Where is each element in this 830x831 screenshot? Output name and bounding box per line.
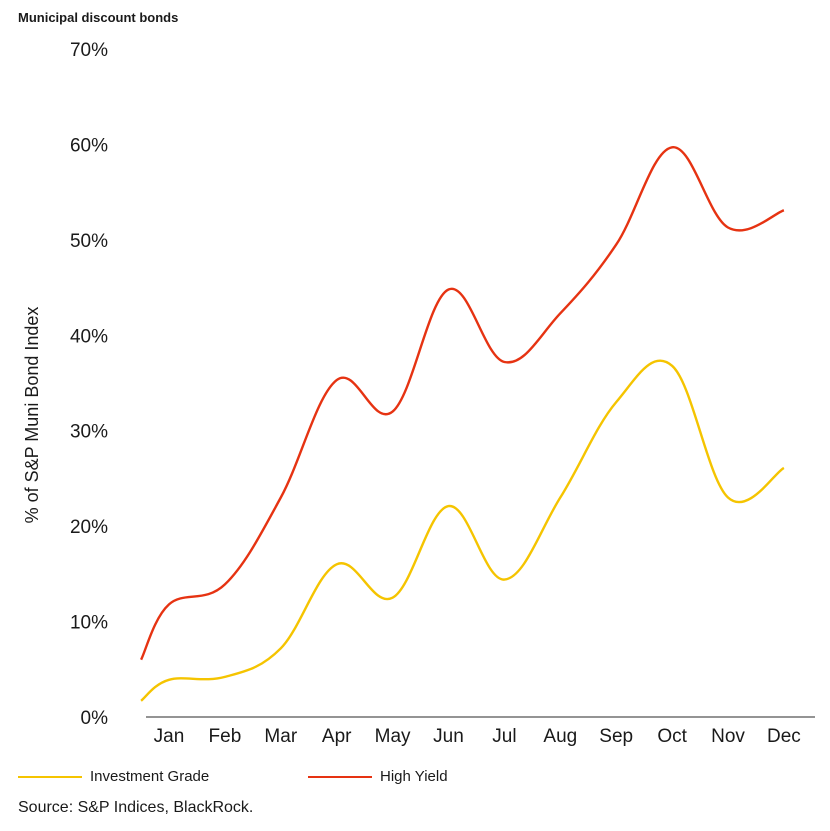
y-tick-label: 10% [70, 613, 108, 634]
y-tick-label: 50% [70, 231, 108, 252]
y-tick-label: 0% [81, 708, 109, 729]
x-tick-label: Mar [264, 726, 297, 747]
x-tick-label: Apr [322, 726, 352, 747]
legend-swatch-investment-grade [18, 775, 82, 778]
series-line-high-yield [140, 146, 785, 661]
x-tick-label: Nov [711, 726, 745, 747]
chart-title: Municipal discount bonds [18, 10, 179, 25]
y-tick-label: 30% [70, 422, 108, 443]
legend-swatch-high-yield [308, 775, 372, 778]
source-note: Source: S&P Indices, BlackRock. [18, 799, 254, 816]
x-tick-label: Jan [154, 726, 185, 747]
y-tick-label: 60% [70, 135, 108, 156]
line-chart: 0% 10% 20% 30% 40% 50% 60% 70% % of S&P Muni Bo… [22, 40, 815, 747]
x-tick-label: Oct [657, 726, 687, 747]
x-tick-label: Feb [209, 726, 242, 747]
y-tick-label: 70% [70, 40, 108, 61]
x-tick-label: Sep [599, 726, 633, 747]
series-lines [140, 146, 785, 702]
x-tick-label: Dec [767, 726, 801, 747]
x-tick-label: Aug [543, 726, 577, 747]
x-tick-label: May [375, 726, 411, 747]
y-tick-label: 20% [70, 517, 108, 538]
legend-label-high-yield: High Yield [380, 768, 448, 785]
series-line-investment-grade [140, 359, 785, 702]
legend-label-investment-grade: Investment Grade [90, 768, 210, 785]
y-axis-label: % of S&P Muni Bond Index [22, 307, 42, 524]
y-tick-label: 40% [70, 326, 108, 347]
x-axis-ticks: Jan Feb Mar Apr May Jun Jul Aug Sep Oct Nov Dec [154, 726, 801, 747]
x-tick-label: Jul [492, 726, 516, 747]
legend: Investment Grade High Yield [18, 768, 818, 792]
legend-item-investment-grade: Investment Grade [18, 768, 209, 785]
y-axis-ticks: 0% 10% 20% 30% 40% 50% 60% 70% [70, 40, 108, 729]
x-tick-label: Jun [433, 726, 464, 747]
legend-item-high-yield: High Yield [308, 768, 448, 785]
